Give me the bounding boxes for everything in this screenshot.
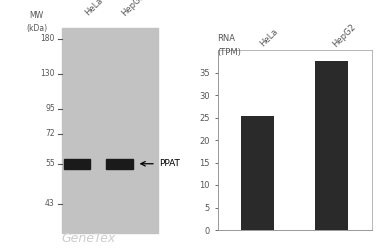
Text: RNA: RNA bbox=[218, 34, 236, 43]
Text: GeneTex: GeneTex bbox=[62, 232, 116, 245]
Text: HeLa: HeLa bbox=[83, 0, 104, 18]
Text: HepG2: HepG2 bbox=[119, 0, 146, 18]
Bar bbox=[64, 159, 90, 168]
Bar bbox=[241, 116, 275, 230]
Text: 180: 180 bbox=[40, 34, 55, 43]
Text: PPAT: PPAT bbox=[159, 159, 180, 168]
Text: MW: MW bbox=[30, 11, 44, 20]
Text: 43: 43 bbox=[45, 199, 55, 208]
Text: (TPM): (TPM) bbox=[218, 48, 241, 57]
Text: (kDa): (kDa) bbox=[26, 24, 47, 33]
Text: 55: 55 bbox=[45, 159, 55, 168]
Text: 130: 130 bbox=[40, 69, 55, 78]
Bar bbox=[62, 28, 158, 233]
Bar bbox=[315, 61, 348, 230]
Text: 95: 95 bbox=[45, 104, 55, 113]
Bar bbox=[106, 159, 133, 168]
Text: 72: 72 bbox=[45, 129, 55, 138]
